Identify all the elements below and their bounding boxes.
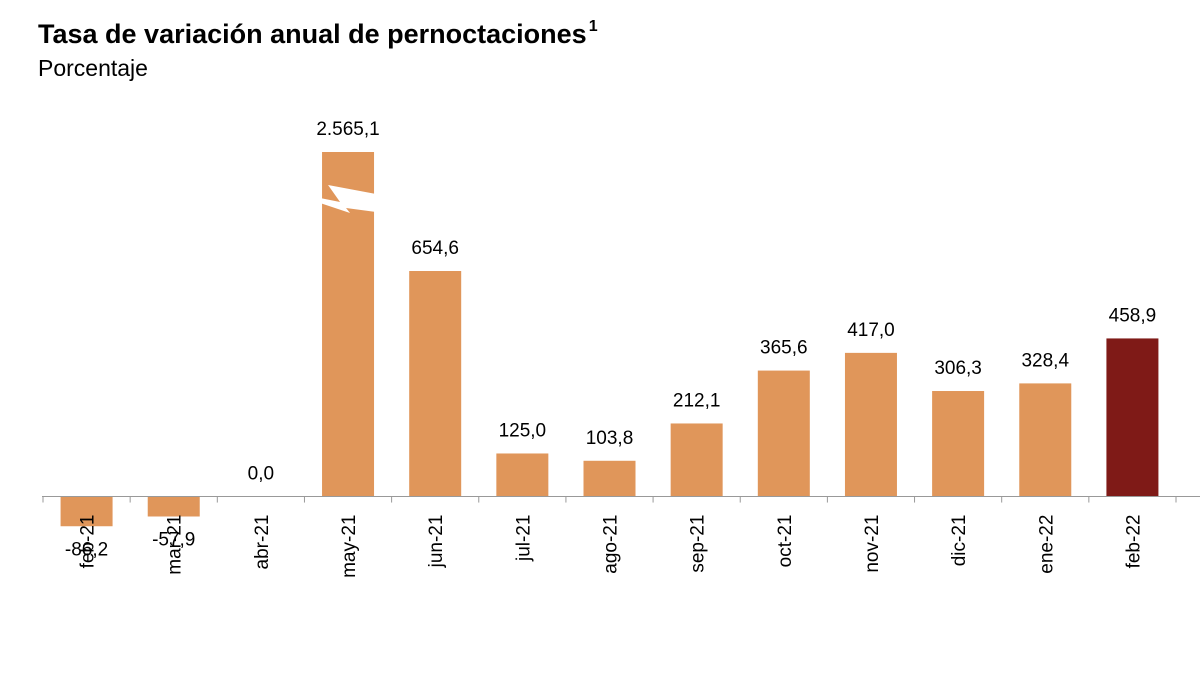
x-tick-label: may-21 — [339, 515, 360, 578]
bar — [583, 460, 636, 497]
value-label: 212,1 — [673, 390, 721, 411]
value-label: 125,0 — [499, 420, 547, 441]
x-tick-label: jun-21 — [426, 515, 447, 569]
bar — [322, 152, 375, 497]
bar — [60, 496, 113, 527]
value-label: 654,6 — [411, 238, 459, 259]
bar — [1019, 383, 1072, 497]
bar — [409, 271, 462, 497]
value-label: 0,0 — [248, 464, 274, 485]
bar — [844, 352, 897, 497]
x-tick-label: ago-21 — [601, 515, 622, 574]
bar — [932, 391, 985, 497]
value-label: 2.565,1 — [316, 119, 379, 140]
bar — [757, 370, 810, 497]
x-tick-label: feb-21 — [78, 515, 99, 569]
value-label: 458,9 — [1109, 305, 1157, 326]
x-tick-label: mar-21 — [165, 515, 186, 575]
x-tick-label: nov-21 — [862, 515, 883, 573]
bar — [496, 453, 549, 497]
value-label: 306,3 — [934, 358, 982, 379]
value-label: -86,2 — [65, 539, 108, 560]
value-label: 417,0 — [847, 320, 895, 341]
chart-title: Tasa de variación anual de pernoctacione… — [38, 19, 587, 49]
x-tick-label: jul-21 — [513, 515, 534, 562]
axis-break — [320, 185, 377, 213]
bar — [147, 496, 200, 517]
bars — [60, 152, 1159, 527]
bar — [1106, 338, 1159, 497]
value-label: 328,4 — [1021, 350, 1069, 371]
x-tick-label: dic-21 — [949, 515, 970, 567]
value-label: 103,8 — [586, 428, 634, 449]
chart-subtitle: Porcentaje — [38, 55, 148, 81]
x-tick-label: oct-21 — [775, 515, 796, 568]
title-note: 1 — [589, 18, 598, 35]
x-tick-label: feb-22 — [1123, 515, 1144, 569]
x-tick-label: ene-22 — [1036, 515, 1057, 574]
x-tick-label: sep-21 — [688, 515, 709, 573]
x-tick-label: abr-21 — [252, 515, 273, 570]
value-label: -57,9 — [152, 530, 195, 551]
bar — [670, 423, 723, 497]
value-label: 365,6 — [760, 338, 808, 359]
